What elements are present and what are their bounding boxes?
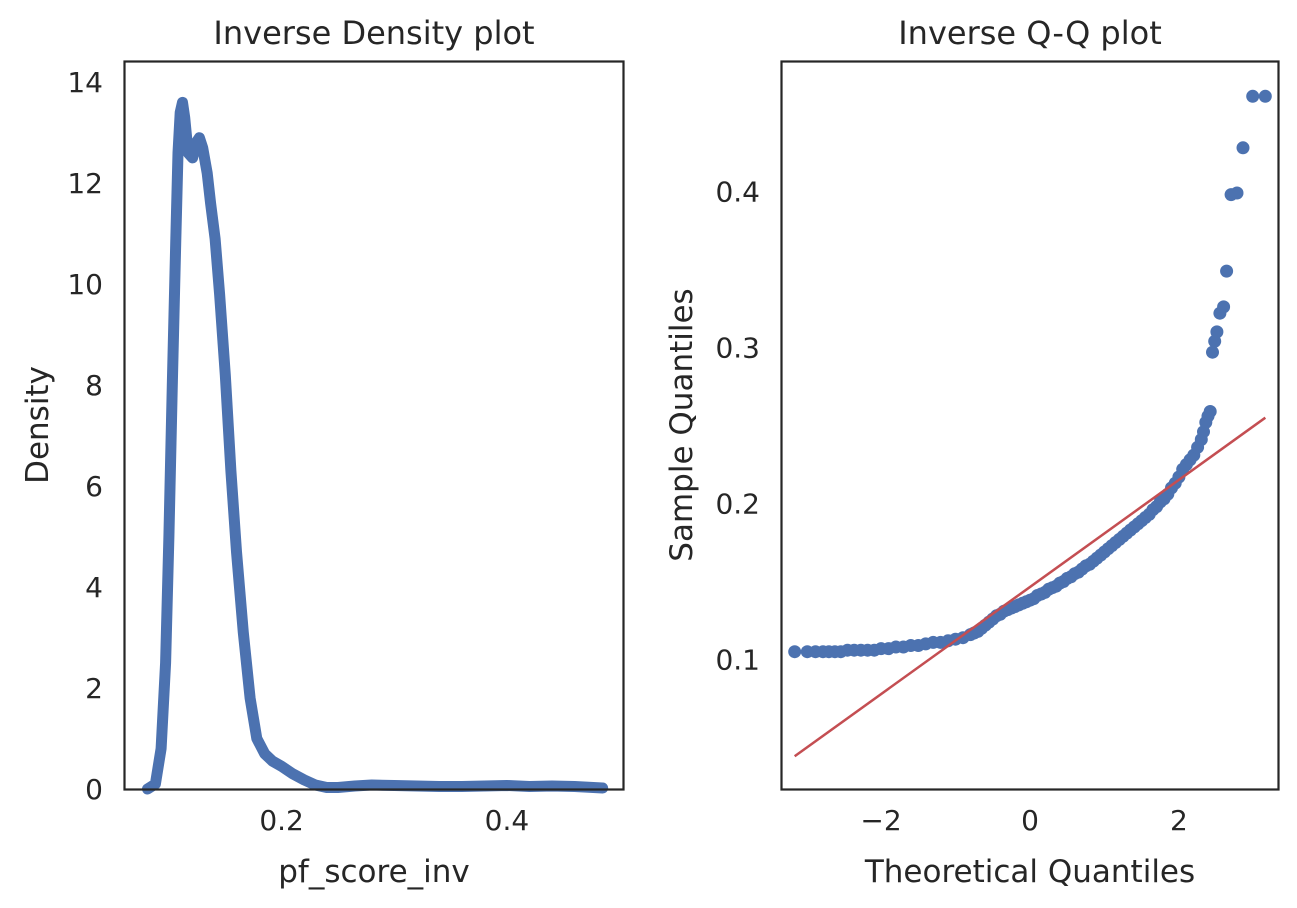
qq-y-tick-label: 0.4: [715, 175, 760, 208]
qq-x-ticks: −2 0 2: [860, 804, 1187, 837]
qq-point: [1230, 186, 1244, 200]
qq-panel: Inverse Q-Q plot 0.1 0.2 0.3 0.4 −2 0 2 Theor…: [664, 14, 1280, 890]
qq-x-tick-label: 2: [1170, 804, 1188, 837]
qq-x-tick-label: −2: [860, 804, 901, 837]
qq-point: [788, 645, 802, 659]
qq-sample-points: [788, 89, 1272, 659]
qq-point: [1206, 345, 1219, 359]
density-y-tick-label: 14: [67, 66, 103, 99]
qq-y-axis-label: Sample Quantiles: [664, 288, 700, 561]
qq-y-tick-label: 0.3: [715, 331, 760, 364]
density-y-tick-label: 10: [67, 268, 103, 301]
density-x-ticks: 0.2 0.4: [259, 804, 529, 837]
density-x-axis-label: pf_score_inv: [278, 854, 470, 890]
qq-point: [1210, 325, 1224, 339]
density-y-ticks: 0 2 4 6 8 10 12 14: [67, 66, 103, 806]
qq-point: [1236, 141, 1250, 155]
density-y-tick-label: 8: [85, 369, 103, 402]
density-plot-title: Inverse Density plot: [213, 14, 534, 52]
density-y-tick-label: 12: [67, 167, 103, 200]
density-y-tick-label: 0: [85, 773, 103, 806]
density-x-tick-label: 0.4: [485, 804, 530, 837]
qq-x-tick-label: 0: [1021, 804, 1039, 837]
density-x-tick-label: 0.2: [259, 804, 304, 837]
density-y-tick-label: 2: [85, 672, 103, 705]
qq-y-tick-label: 0.1: [715, 644, 760, 677]
qq-point: [1217, 300, 1231, 314]
density-plot-frame: [123, 60, 625, 791]
qq-y-tick-label: 0.2: [715, 488, 760, 521]
density-y-tick-label: 4: [85, 571, 103, 604]
qq-point: [1246, 89, 1260, 103]
qq-point: [1258, 89, 1272, 103]
density-y-axis-label: Density: [20, 366, 56, 484]
qq-x-axis-label: Theoretical Quantiles: [864, 854, 1195, 890]
qq-plot-title: Inverse Q-Q plot: [898, 14, 1162, 52]
qq-point: [1203, 405, 1217, 418]
density-curve: [142, 96, 609, 795]
qq-plot-frame: [780, 60, 1280, 791]
density-y-tick-label: 6: [85, 470, 103, 503]
qq-y-ticks: 0.1 0.2 0.3 0.4: [715, 175, 760, 676]
qq-reference-line: [793, 416, 1267, 758]
qq-point: [1220, 264, 1234, 278]
